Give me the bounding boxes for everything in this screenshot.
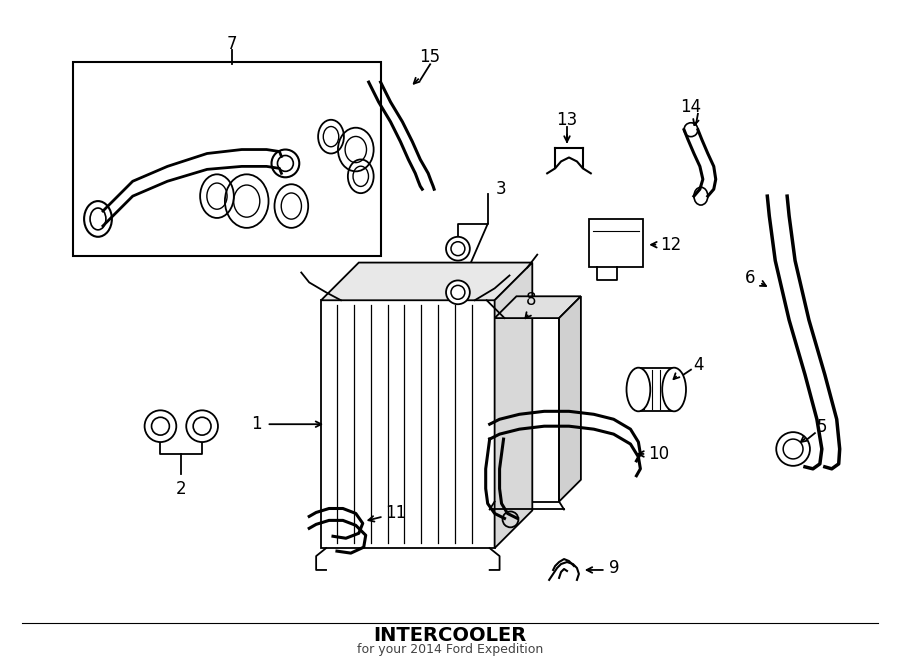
Polygon shape [495,318,559,502]
Polygon shape [321,262,532,300]
Text: 11: 11 [385,504,407,522]
Ellipse shape [662,368,686,411]
Text: 15: 15 [419,48,441,66]
Text: 10: 10 [648,445,670,463]
Bar [589,219,644,266]
Text: 4: 4 [693,356,704,373]
Text: 6: 6 [745,270,755,288]
Polygon shape [495,296,580,318]
Text: 8: 8 [526,292,536,309]
Text: for your 2014 Ford Expedition: for your 2014 Ford Expedition [357,642,543,656]
Ellipse shape [145,410,176,442]
Text: INTERCOOLER: INTERCOOLER [374,626,526,645]
Ellipse shape [776,432,810,466]
Bar [73,62,381,256]
Text: 12: 12 [661,236,681,254]
Text: 13: 13 [556,111,578,129]
Text: 9: 9 [608,559,619,577]
Polygon shape [321,300,495,548]
Ellipse shape [446,280,470,304]
Text: 2: 2 [176,480,186,498]
Text: 1: 1 [251,415,262,433]
Text: 7: 7 [227,36,237,54]
Ellipse shape [446,237,470,260]
Text: 14: 14 [680,98,701,116]
Text: 3: 3 [496,180,506,198]
Ellipse shape [186,410,218,442]
Polygon shape [559,296,580,502]
Ellipse shape [626,368,651,411]
Text: 5: 5 [817,418,827,436]
Polygon shape [495,262,532,548]
